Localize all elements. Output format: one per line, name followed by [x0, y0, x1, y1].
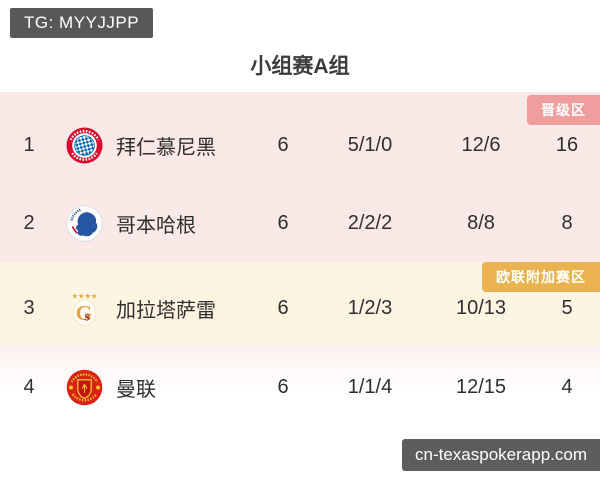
played-cell: 6	[277, 133, 289, 156]
points-cell: 5	[561, 297, 573, 319]
points-cell: 16	[555, 133, 579, 156]
galatasaray-logo: ★★★★ G s	[58, 290, 110, 327]
table-row-man-united: 4 曼联 6 1/1/4 12/15 4	[0, 345, 600, 430]
svg-text:G: G	[75, 301, 92, 325]
standings-table: 晋级区 1	[0, 92, 600, 430]
wdl-cell: 5/1/0	[347, 133, 393, 156]
team-name: 曼联	[116, 379, 156, 401]
goals-cell: 12/6	[461, 133, 501, 156]
svg-text:★★★★: ★★★★	[71, 292, 97, 301]
europa-playoff-zone-badge: 欧联附加赛区	[482, 262, 600, 292]
manchester-united-logo	[58, 369, 110, 406]
team-name: 加拉塔萨雷	[116, 300, 216, 322]
goals-cell: 8/8	[467, 211, 495, 234]
team-name: 拜仁慕尼黑	[116, 136, 216, 159]
wdl-cell: 1/1/4	[347, 376, 393, 398]
table-row-copenhagen: 2 哥本哈根 6 2/2/2 8/8 8	[0, 184, 600, 262]
rank-cell: 2	[23, 211, 35, 234]
tg-badge: TG: MYYJJPP	[10, 8, 154, 38]
wdl-cell: 2/2/2	[347, 211, 393, 234]
fc-copenhagen-logo	[58, 204, 110, 242]
svg-text:s: s	[84, 308, 89, 323]
bottom-zone: 4 曼联 6 1/1/4 12/15 4	[0, 345, 600, 430]
europa-playoff-zone: 欧联附加赛区 3 ★★★★ G s 加拉塔萨雷 6 1/2/3 10/13 5	[0, 262, 600, 345]
wdl-cell: 1/2/3	[347, 297, 393, 319]
promotion-zone-badge: 晋级区	[527, 95, 600, 125]
bayern-munich-logo	[58, 127, 110, 164]
goals-cell: 10/13	[455, 297, 507, 319]
rank-cell: 4	[23, 376, 35, 398]
table-row-bayern: 1	[0, 106, 600, 184]
team-name: 哥本哈根	[116, 214, 196, 237]
watermark-badge: cn-texaspokerapp.com	[402, 439, 600, 471]
rank-cell: 1	[23, 133, 35, 156]
points-cell: 8	[561, 211, 573, 234]
rank-cell: 3	[23, 297, 35, 319]
played-cell: 6	[277, 376, 289, 398]
promotion-zone: 晋级区 1	[0, 92, 600, 262]
played-cell: 6	[277, 211, 289, 234]
goals-cell: 12/15	[455, 376, 507, 398]
points-cell: 4	[561, 376, 573, 398]
played-cell: 6	[277, 297, 289, 319]
table-row-galatasaray: 3 ★★★★ G s 加拉塔萨雷 6 1/2/3 10/13 5	[0, 276, 600, 341]
page-title: 小组赛A组	[250, 55, 350, 78]
